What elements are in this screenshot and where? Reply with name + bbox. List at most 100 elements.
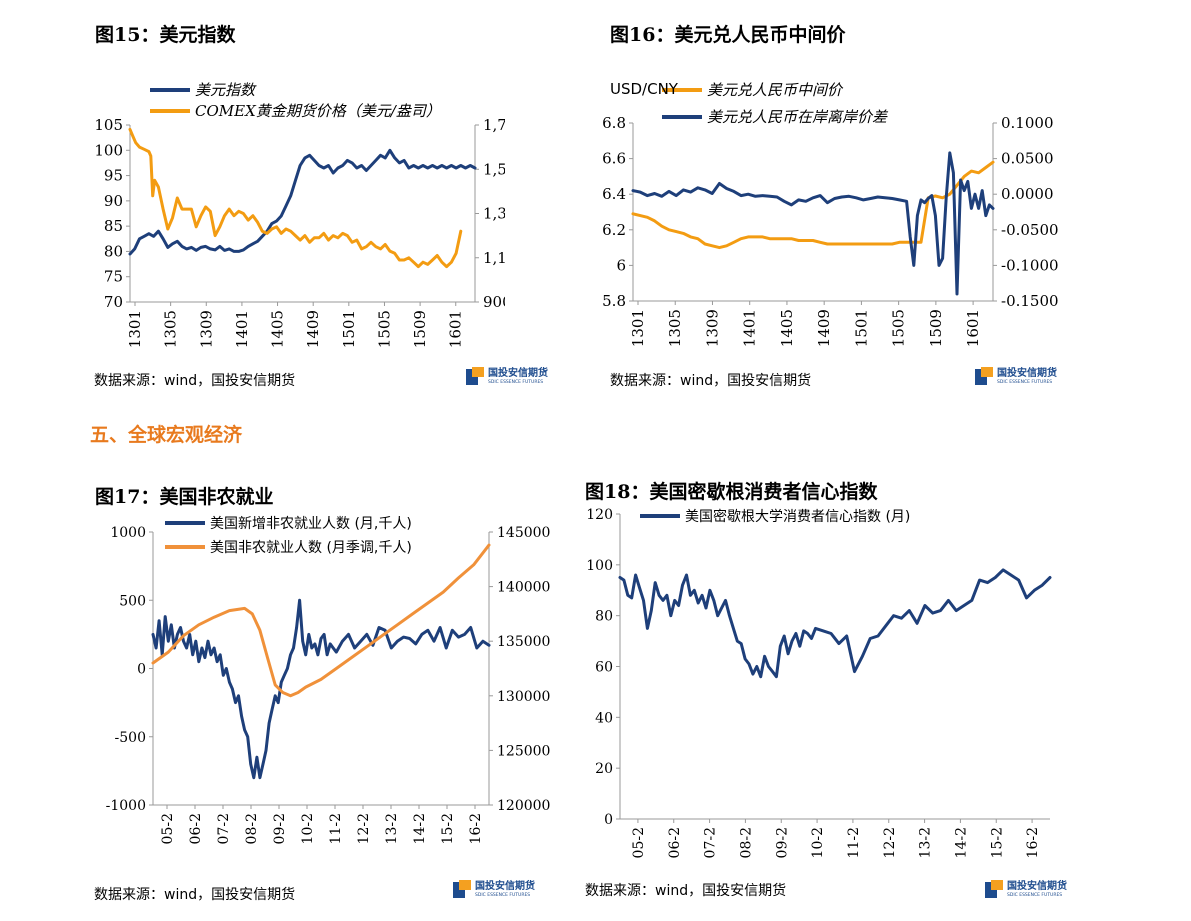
logo-en: SDIC ESSENCE FUTURES	[488, 379, 544, 385]
logo-icon	[466, 367, 484, 387]
x-tick-label: 1305	[666, 309, 684, 347]
x-tick-label: 11-2	[328, 813, 344, 844]
x-tick-label: 1501	[340, 310, 358, 348]
x-tick-label: 16-2	[468, 813, 484, 844]
x-tick-label: 1301	[126, 310, 144, 348]
left-axis-unit: USD/CNY	[610, 80, 679, 98]
fig17-title: 图17：美国非农就业	[95, 486, 274, 508]
series-line-1	[631, 151, 995, 296]
y-tick-label-right: 130000	[497, 689, 550, 705]
x-tick-label: 09-2	[774, 827, 790, 858]
legend-label: 美元兑人民币在岸离岸价差	[707, 108, 889, 126]
legend-label: COMEX黄金期货价格（美元/盎司）	[195, 102, 441, 120]
y-tick-label-right: 1,300.00	[483, 205, 505, 223]
x-tick-label: 05-2	[160, 813, 176, 844]
x-tick-label: 1505	[375, 310, 393, 348]
x-tick-label: 14-2	[953, 827, 969, 858]
x-tick-label: 1601	[964, 309, 982, 347]
x-tick-label: 05-2	[631, 827, 647, 858]
x-tick-label: 07-2	[216, 813, 232, 844]
section-heading: 五、全球宏观经济	[90, 424, 243, 446]
x-tick-label: 15-2	[440, 813, 456, 844]
y-tick-label-left: 95	[104, 167, 123, 185]
x-tick-label: 1501	[852, 309, 870, 347]
y-tick-label-right: 0.0000	[1001, 185, 1054, 203]
series-line-0	[618, 568, 1052, 679]
logo-cn: 国投安信期货	[488, 367, 548, 379]
y-tick-label-left: 5.8	[602, 292, 626, 310]
legend-label: 美国密歇根大学消费者信心指数 (月)	[685, 508, 910, 525]
logo-en: SDIC ESSENCE FUTURES	[1007, 892, 1063, 898]
logo-icon	[453, 880, 471, 900]
y-tick-label-left: 80	[595, 609, 613, 625]
x-tick-label: 08-2	[244, 813, 260, 844]
fig16-title: 图16：美元兑人民币中间价	[610, 24, 846, 46]
series-line-0	[631, 160, 995, 250]
x-tick-label: 1409	[304, 310, 322, 348]
y-tick-label-right: 145000	[497, 525, 550, 541]
x-tick-label: 06-2	[667, 827, 683, 858]
x-tick-label: 10-2	[300, 813, 316, 844]
fig17-logo: 国投安信期货 SDIC ESSENCE FUTURES	[453, 880, 535, 900]
x-tick-label: 1601	[447, 310, 465, 348]
y-tick-label-left: 120	[586, 507, 613, 523]
y-tick-label-left: 0	[604, 812, 613, 828]
legend-label: 美元兑人民币中间价	[707, 81, 844, 99]
y-tick-label-right: 1,100.00	[483, 249, 505, 267]
y-tick-label-left: 60	[595, 660, 613, 676]
fig16-logo: 国投安信期货 SDIC ESSENCE FUTURES	[975, 367, 1057, 387]
x-tick-label: 1305	[162, 310, 180, 348]
y-tick-label-left: 20	[595, 761, 613, 777]
y-tick-label-right: 140000	[497, 580, 550, 596]
y-tick-label-left: 1000	[110, 525, 146, 541]
y-tick-label-left: 0	[137, 662, 146, 678]
x-tick-label: 08-2	[738, 827, 754, 858]
x-tick-label: 12-2	[882, 827, 898, 858]
y-tick-label-left: 90	[104, 192, 123, 210]
logo-cn: 国投安信期货	[1007, 880, 1067, 892]
y-tick-label-left: 70	[104, 293, 123, 311]
y-tick-label-right: 125000	[497, 743, 550, 759]
series-line-0	[128, 148, 477, 256]
y-tick-label-right: 900.00	[483, 293, 505, 311]
x-tick-label: 11-2	[846, 827, 862, 858]
y-tick-label-left: 75	[104, 268, 123, 286]
y-tick-label-left: 6.6	[602, 150, 626, 168]
y-tick-label-right: -0.1500	[1001, 292, 1059, 310]
x-tick-label: 1505	[890, 309, 908, 347]
series-line-0	[151, 598, 491, 780]
y-tick-label-right: 135000	[497, 634, 550, 650]
x-tick-label: 13-2	[384, 813, 400, 844]
x-tick-label: 1409	[815, 309, 833, 347]
x-tick-label: 1509	[411, 310, 429, 348]
fig17-chart: -1000 -500 0 500 1000 120000 125000 130000 13500…	[106, 516, 551, 844]
y-tick-label-right: 0.1000	[1001, 114, 1054, 132]
series-line-1	[128, 127, 463, 269]
y-tick-label-left: -1000	[106, 798, 146, 814]
fig18-chart: 0 20 40 60 80 100 120 05-2 06-2 07-2 08-2 09-2 10-2 1…	[586, 507, 1052, 858]
fig15-source: 数据来源：wind，国投安信期货	[94, 373, 296, 389]
x-tick-label: 13-2	[918, 827, 934, 858]
fig18-logo: 国投安信期货 SDIC ESSENCE FUTURES	[985, 880, 1067, 900]
legend-label: 美元指数	[195, 81, 257, 99]
y-tick-label-left: 100	[94, 141, 123, 159]
logo-cn: 国投安信期货	[475, 880, 535, 892]
x-tick-label: 1401	[741, 309, 759, 347]
y-tick-label-left: 80	[104, 242, 123, 260]
y-tick-label-left: 6.2	[602, 221, 626, 239]
y-tick-label-left: 6	[616, 256, 626, 274]
y-tick-label-left: 85	[104, 217, 123, 235]
fig15-logo: 国投安信期货 SDIC ESSENCE FUTURES	[466, 367, 548, 387]
x-tick-label: 09-2	[272, 813, 288, 844]
y-tick-label-right: 1,700.00	[483, 116, 505, 134]
x-tick-label: 07-2	[703, 827, 719, 858]
fig15-chart: 70 75 80 85 90 95 100 105 900.00 1,100.00 1,300.00…	[94, 81, 505, 348]
fig17-source: 数据来源：wind，国投安信期货	[94, 887, 296, 903]
x-tick-label: 12-2	[356, 813, 372, 844]
x-tick-label: 16-2	[1025, 827, 1041, 858]
fig15-title: 图15：美元指数	[95, 24, 236, 46]
logo-icon	[975, 367, 993, 387]
x-tick-label: 1309	[197, 310, 215, 348]
y-tick-label-left: -500	[115, 730, 146, 746]
y-tick-label-right: 0.0500	[1001, 150, 1054, 168]
